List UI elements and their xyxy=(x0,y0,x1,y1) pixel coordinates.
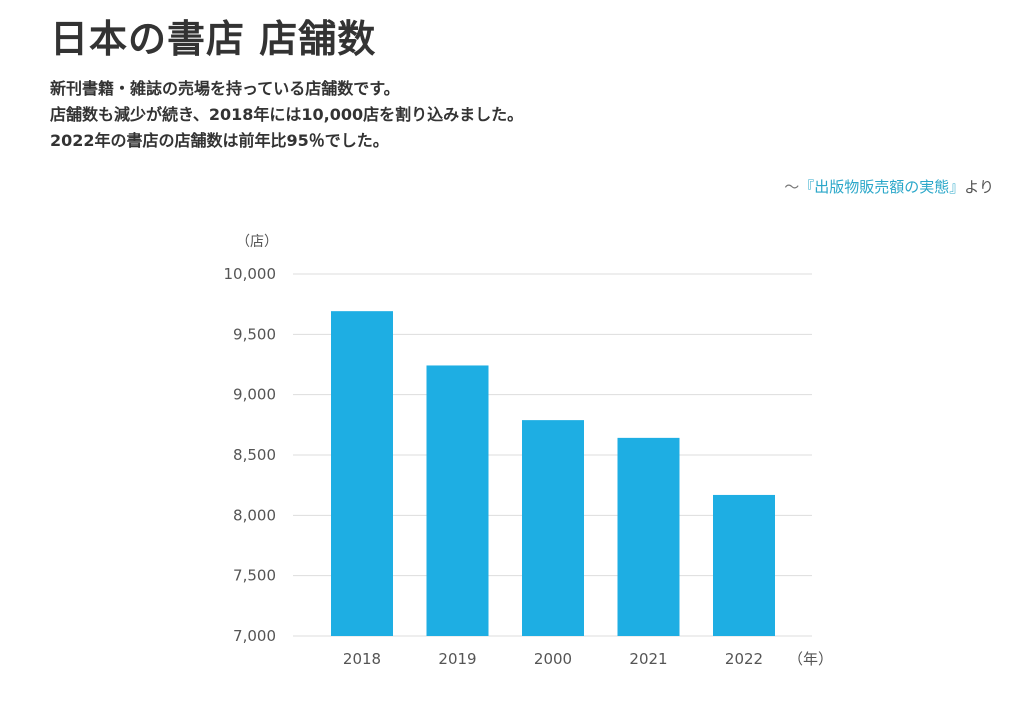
source-link[interactable]: 『出版物販売額の実態』 xyxy=(799,178,965,196)
y-tick-label: 9,000 xyxy=(233,386,276,404)
bar xyxy=(426,365,489,636)
bar xyxy=(522,420,584,636)
y-tick-label: 8,500 xyxy=(233,446,276,464)
source-note: ～『出版物販売額の実態』より xyxy=(784,176,994,197)
description-line: 店舗数も減少が続き、2018年には10,000店を割り込みました。 xyxy=(50,105,524,124)
y-tick-label: 10,000 xyxy=(224,265,277,283)
source-suffix: より xyxy=(964,178,994,196)
x-tick-label: 2000 xyxy=(534,650,572,668)
bar xyxy=(713,494,775,636)
description: 新刊書籍・雑誌の売場を持っている店舗数です。 店舗数も減少が続き、2018年には… xyxy=(50,76,523,154)
bar xyxy=(331,311,393,636)
description-line: 2022年の書店の店舗数は前年比95％でした。 xyxy=(50,131,389,150)
y-axis-label: （店） xyxy=(236,234,278,250)
x-axis-label: （年） xyxy=(788,650,833,668)
x-tick-label: 2019 xyxy=(438,650,476,668)
page-title: 日本の書店 店舗数 xyxy=(50,17,377,61)
x-tick-label: 2022 xyxy=(725,650,763,668)
bar xyxy=(617,437,680,636)
x-tick-label: 2021 xyxy=(629,650,667,668)
y-tick-label: 7,500 xyxy=(233,567,276,585)
y-tick-label: 8,000 xyxy=(233,506,276,524)
y-tick-label: 7,000 xyxy=(233,627,276,645)
y-tick-label: 9,500 xyxy=(233,325,276,343)
x-tick-label: 2018 xyxy=(343,650,381,668)
source-prefix: ～ xyxy=(784,178,800,196)
description-line: 新刊書籍・雑誌の売場を持っている店舗数です。 xyxy=(50,79,400,98)
